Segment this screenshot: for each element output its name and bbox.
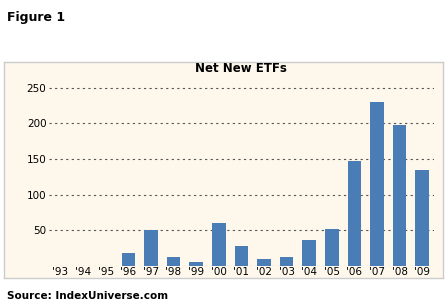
Text: Source: IndexUniverse.com: Source: IndexUniverse.com — [7, 291, 168, 301]
Text: ETF Market Growth: ETF Market Growth — [141, 33, 306, 49]
Bar — [122, 253, 135, 266]
Bar — [235, 246, 248, 266]
Bar — [190, 262, 203, 266]
Bar — [325, 229, 339, 266]
Bar — [303, 240, 316, 266]
Bar — [167, 257, 180, 266]
Bar — [348, 161, 361, 266]
Bar — [212, 223, 226, 266]
Bar — [393, 126, 406, 266]
Text: Net New ETFs: Net New ETFs — [195, 62, 287, 75]
Bar — [416, 170, 429, 266]
Bar — [370, 102, 384, 266]
Bar — [280, 257, 293, 266]
Text: Figure 1: Figure 1 — [7, 11, 65, 24]
Bar — [144, 230, 158, 266]
Bar — [257, 259, 271, 266]
